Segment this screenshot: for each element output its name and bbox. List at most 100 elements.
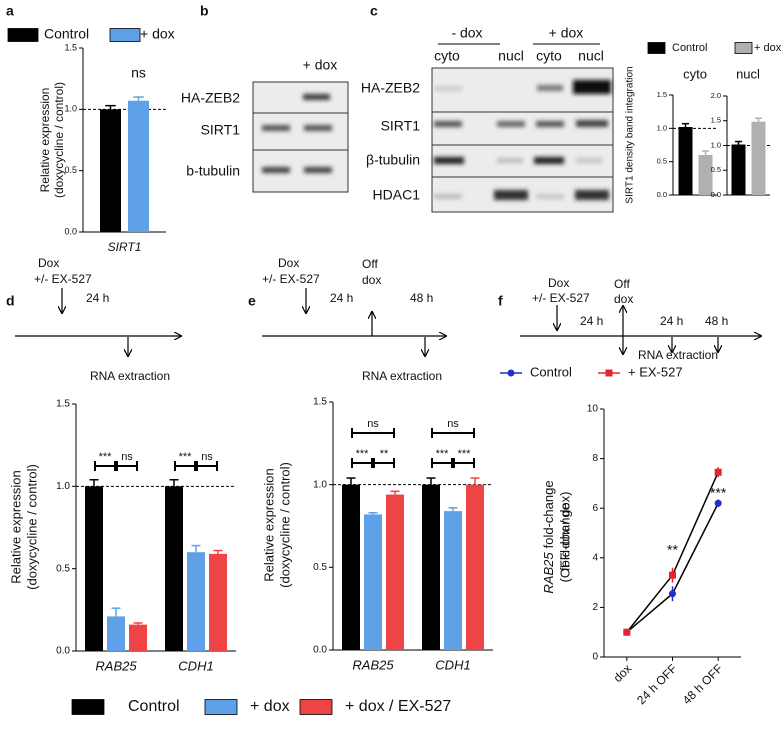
band xyxy=(576,120,608,127)
blot-b: + dox HA-ZEB2 SIRT1 b-tubulin xyxy=(181,57,349,193)
y-axis-label: SIRT1 density band integration xyxy=(625,66,636,203)
y-axis-label-gene: RAB25 xyxy=(541,552,556,594)
bar xyxy=(342,484,360,650)
bar xyxy=(466,484,484,650)
timeline-text: Off xyxy=(614,277,630,291)
y-tick-label: 1.0 xyxy=(313,479,327,490)
legend-label: Control xyxy=(44,26,89,42)
legend-marker xyxy=(605,369,613,377)
bar xyxy=(422,484,440,650)
y-tick-label: 1.5 xyxy=(657,90,667,99)
row-label: SIRT1 xyxy=(201,122,241,138)
bar xyxy=(678,127,693,195)
bar xyxy=(444,511,462,650)
band xyxy=(434,157,464,164)
y-tick-label: 0.0 xyxy=(64,226,77,236)
y-tick-label: 6 xyxy=(592,503,598,514)
row-label: SIRT1 xyxy=(381,118,421,134)
y-tick-label: 1.0 xyxy=(711,140,721,149)
x-tick-label: CDH1 xyxy=(178,658,213,673)
band xyxy=(573,80,611,94)
timeline-text: Off xyxy=(362,257,378,271)
legend-swatch xyxy=(299,699,333,715)
bar xyxy=(85,486,103,651)
significance-label: *** xyxy=(99,451,113,463)
band xyxy=(434,86,462,91)
band xyxy=(534,157,564,164)
y-axis-label: (doxycycline / control) xyxy=(24,464,39,590)
marker xyxy=(669,571,676,579)
lane-label: cyto xyxy=(536,48,562,64)
bar xyxy=(209,553,227,651)
bar xyxy=(386,494,404,650)
timeline-text: 24 h xyxy=(86,291,109,305)
x-tick-label: 48 h OFF xyxy=(680,661,726,707)
timeline-text: 48 h xyxy=(705,314,728,328)
timeline-text: 48 h xyxy=(410,291,433,305)
y-tick-label: 1.0 xyxy=(56,481,70,492)
y-tick-label: 0.0 xyxy=(56,646,70,657)
significance-label: *** xyxy=(356,448,370,460)
panel-label: d xyxy=(6,293,15,309)
significance-label: ** xyxy=(667,542,678,558)
band xyxy=(497,121,525,127)
legend-swatch xyxy=(71,699,105,715)
timeline-text: Dox xyxy=(278,256,299,270)
significance-label: ns xyxy=(121,451,133,463)
marker xyxy=(623,628,631,636)
y-tick-label: 1.5 xyxy=(64,42,77,52)
y-axis-label: RAB25 fold-change xyxy=(541,480,556,593)
y-tick-label: 1.0 xyxy=(657,123,667,132)
band xyxy=(304,167,332,173)
chart-title: cyto xyxy=(683,66,707,81)
legend-label: Control xyxy=(128,698,180,715)
bar xyxy=(751,121,766,195)
band xyxy=(494,190,528,200)
x-tick-label: dox xyxy=(611,661,635,685)
x-tick-label: SIRT1 xyxy=(108,240,142,254)
y-tick-label: 0.5 xyxy=(657,157,667,166)
row-label: β-tubulin xyxy=(366,152,420,168)
timeline-text: dox xyxy=(614,292,633,306)
timeline-text: +/- EX-527 xyxy=(532,291,590,305)
y-tick-label: 0.5 xyxy=(711,165,721,174)
x-tick-label: CDH1 xyxy=(435,657,470,672)
row-label: b-tubulin xyxy=(186,163,240,179)
significance-label: *** xyxy=(710,485,727,501)
band xyxy=(434,194,462,199)
significance-label: *** xyxy=(436,448,450,460)
lane-label: nucl xyxy=(578,48,604,64)
bar xyxy=(698,155,713,195)
row-label: HDAC1 xyxy=(373,187,421,203)
timeline-text: dox xyxy=(362,273,381,287)
timeline-text: Dox xyxy=(548,276,569,290)
y-axis-label: fold-change xyxy=(557,503,572,571)
x-tick-label: 24 h OFF xyxy=(634,661,680,707)
band xyxy=(303,94,330,100)
legend-label: + dox xyxy=(754,42,782,54)
band xyxy=(536,194,564,199)
chart-title: nucl xyxy=(736,66,760,81)
timeline-text: +/- EX-527 xyxy=(262,272,320,286)
timeline-text: RNA extraction xyxy=(638,348,718,362)
significance-label: ns xyxy=(131,65,146,81)
band xyxy=(536,121,564,127)
legend-swatch xyxy=(7,28,39,42)
y-axis-label-text: fold-change xyxy=(541,480,556,548)
row-label: HA-ZEB2 xyxy=(361,80,420,96)
legend-swatch xyxy=(204,699,238,715)
bar xyxy=(364,514,382,650)
band xyxy=(497,158,523,163)
legend-marker xyxy=(507,369,515,377)
row-label: HA-ZEB2 xyxy=(181,90,240,106)
y-axis-label: Relative expression xyxy=(8,470,23,583)
y-tick-label: 1.0 xyxy=(64,104,77,114)
blot-c: - dox + dox cyto nucl cyto nucl HA-ZEB2 … xyxy=(361,25,614,213)
y-tick-label: 8 xyxy=(592,453,598,464)
band xyxy=(434,121,462,127)
panel-label: f xyxy=(498,293,503,309)
panel-label: e xyxy=(248,293,256,309)
legend-label: Control xyxy=(530,364,572,379)
timeline-d: Dox +/- EX-527 24 h RNA extraction xyxy=(15,256,181,383)
